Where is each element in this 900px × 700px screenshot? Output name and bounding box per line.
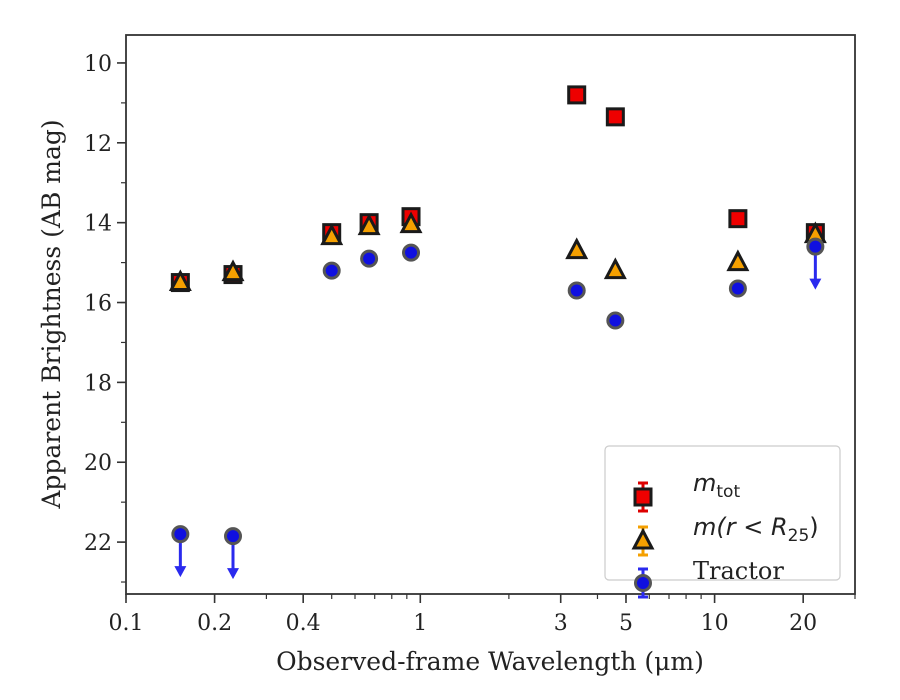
- x-tick-label: 3: [554, 611, 568, 636]
- x-tick-label: 0.1: [109, 611, 144, 636]
- mr25-point: [320, 223, 344, 246]
- y-tick-label: 12: [84, 132, 112, 157]
- x-tick-label: 5: [619, 611, 633, 636]
- mr25-point: [399, 211, 423, 234]
- x-tick-label: 1: [413, 611, 427, 636]
- x-tick-label: 0.4: [286, 611, 321, 636]
- tractor-point: [728, 279, 747, 298]
- tractor-legend-label: Tractor: [693, 557, 784, 585]
- mtot-point: [728, 209, 748, 229]
- tractor-point: [567, 281, 586, 300]
- tractor-legend-marker: [634, 574, 652, 592]
- tractor-arrow-head: [809, 278, 822, 290]
- mr25-point: [221, 259, 245, 282]
- y-tick-label: 16: [84, 292, 112, 317]
- mr25-legend-label-subscript: 25: [788, 526, 810, 546]
- y-axis: 10 12 14 16 18 20 22: [84, 52, 126, 583]
- mtot-legend-marker: [633, 487, 653, 507]
- mr25-point: [726, 249, 750, 272]
- x-tick-label: 20: [789, 611, 817, 636]
- tractor-point: [322, 261, 341, 280]
- x-tick-label: 0.2: [197, 611, 232, 636]
- mr25-legend-label-end: ): [809, 513, 818, 541]
- tractor-point: [402, 243, 421, 262]
- mtot-legend-label: mtot: [693, 469, 740, 502]
- plot-area: [168, 85, 827, 580]
- tractor-point: [360, 249, 379, 268]
- legend: mtot m(r < R25) Tractor: [604, 445, 841, 599]
- tractor-point: [224, 527, 243, 546]
- mr25-legend-marker: [631, 527, 655, 550]
- y-tick-label: 10: [84, 52, 112, 77]
- tractor-legend-label-main: Tractor: [693, 557, 784, 585]
- mtot-legend-label-main: m: [693, 469, 716, 497]
- y-axis-label: Apparent Brightness (AB mag): [37, 119, 66, 509]
- mr25-legend-label: m(r < R25): [693, 513, 819, 546]
- tractor-point: [171, 525, 190, 544]
- mtot-legend-label-subscript: tot: [716, 482, 740, 502]
- tractor-arrow-head: [227, 568, 240, 580]
- tractor-point: [806, 237, 825, 256]
- y-tick-label: 18: [84, 371, 112, 396]
- y-tick-label: 20: [84, 451, 112, 476]
- x-tick-label: 10: [701, 611, 729, 636]
- tractor-point: [606, 311, 625, 330]
- mr25-point: [565, 237, 589, 260]
- mr25-point: [168, 269, 192, 292]
- y-tick-label: 14: [84, 212, 112, 237]
- tractor-arrow-head: [174, 566, 187, 578]
- plot-frame: [125, 34, 856, 595]
- y-tick-label: 22: [84, 531, 112, 556]
- x-axis: 0.1 0.2 0.4 1 3 5 10 20: [109, 594, 856, 636]
- mtot-point: [567, 85, 587, 105]
- x-axis-label: Observed-frame Wavelength (μm): [276, 647, 704, 676]
- mr25-point: [357, 213, 381, 236]
- mr25-point: [603, 257, 627, 280]
- mtot-point: [605, 107, 625, 127]
- legend-box: [604, 445, 841, 581]
- mr25-legend-label-main: m(r < R: [693, 513, 788, 541]
